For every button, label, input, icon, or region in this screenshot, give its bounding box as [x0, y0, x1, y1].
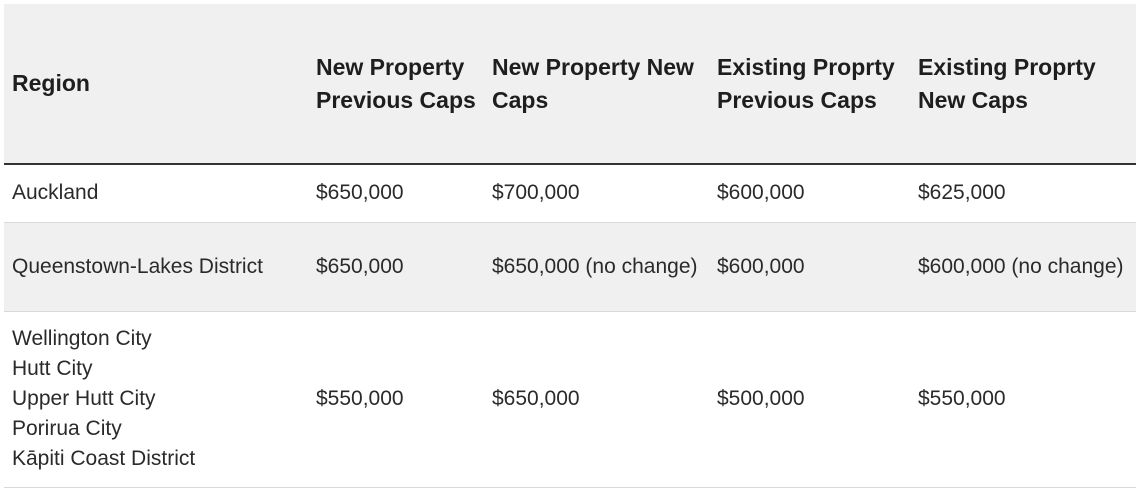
new-property-new-cap-cell: $650,000 (no change)	[484, 222, 709, 312]
region-name: Auckland	[12, 181, 99, 205]
region-name: Hutt City	[12, 357, 93, 380]
new-property-previous-cap-cell: $650,000	[308, 222, 484, 312]
new-property-new-cap-cell: $700,000	[484, 164, 709, 223]
price-caps-table: Region New Property Previous Caps New Pr…	[4, 4, 1136, 488]
region-name: Porirua City	[12, 417, 122, 440]
existing-property-previous-cap-cell: $500,000	[709, 311, 910, 488]
header-new-property-new-caps: New Property New Caps	[484, 4, 709, 165]
region-name: Queenstown-Lakes District	[12, 254, 263, 278]
region-cell: Queenstown-Lakes District	[4, 222, 308, 312]
region-cell: Auckland	[4, 164, 308, 223]
existing-property-previous-cap-cell: $600,000	[709, 222, 910, 312]
new-property-previous-cap-cell: $650,000	[308, 164, 484, 223]
header-existing-property-new-caps: Existing Proprty New Caps	[910, 4, 1136, 165]
existing-property-previous-cap-cell: $600,000	[709, 164, 910, 223]
region-name: Wellington City	[12, 327, 152, 350]
table-header-row: Region New Property Previous Caps New Pr…	[4, 4, 1136, 165]
existing-property-new-cap-cell: $600,000 (no change)	[910, 222, 1136, 312]
table-row: Auckland $650,000 $700,000 $600,000 $625…	[4, 164, 1136, 223]
region-name: Kāpiti Coast District	[12, 447, 196, 470]
table-row: Queenstown-Lakes District $650,000 $650,…	[4, 222, 1136, 312]
existing-property-new-cap-cell: $550,000	[910, 311, 1136, 488]
new-property-previous-cap-cell: $550,000	[308, 311, 484, 488]
header-existing-property-previous-caps: Existing Proprty Previous Caps	[709, 4, 910, 165]
region-name: Upper Hutt City	[12, 387, 156, 410]
region-cell: Wellington City Hutt City Upper Hutt Cit…	[4, 311, 308, 488]
header-region: Region	[4, 4, 308, 165]
header-new-property-previous-caps: New Property Previous Caps	[308, 4, 484, 165]
new-property-new-cap-cell: $650,000	[484, 311, 709, 488]
existing-property-new-cap-cell: $625,000	[910, 164, 1136, 223]
table-row: Wellington City Hutt City Upper Hutt Cit…	[4, 311, 1136, 488]
